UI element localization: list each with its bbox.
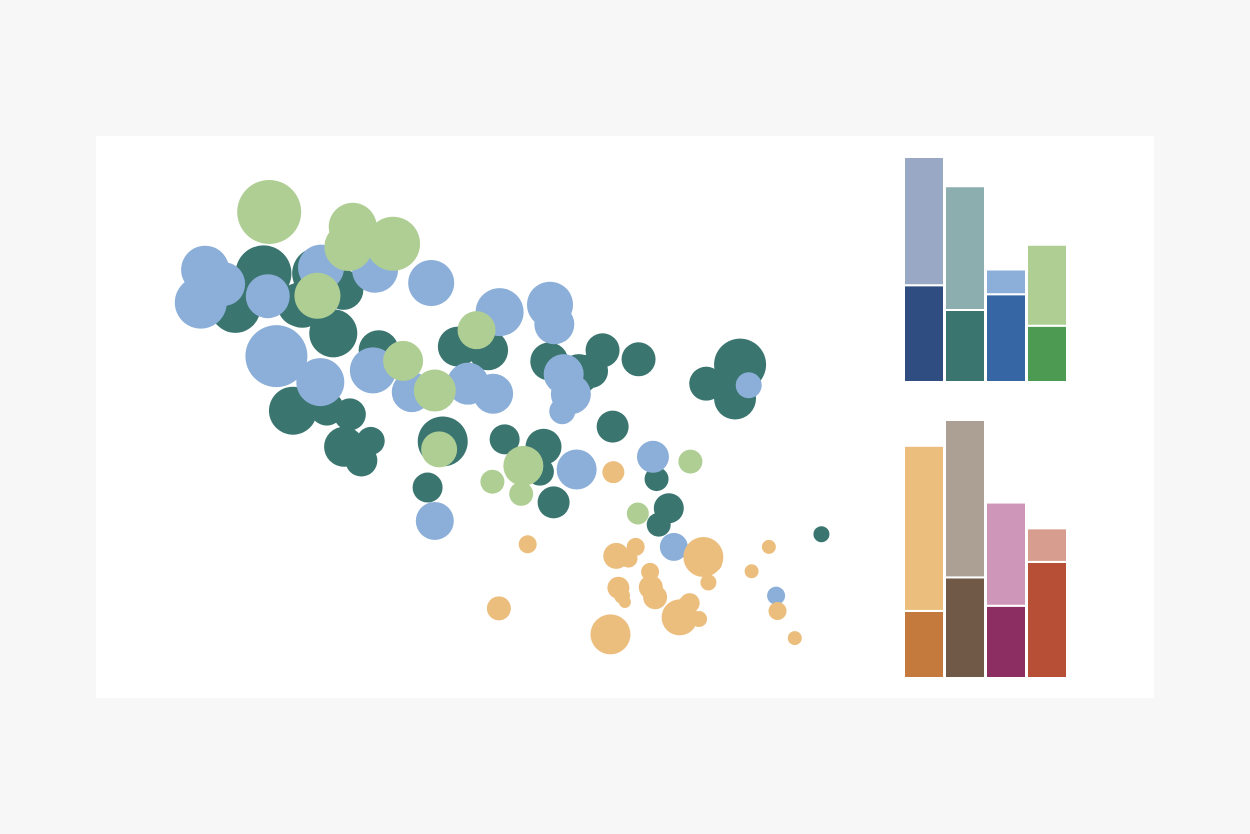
bubble-point (618, 596, 631, 609)
chart-canvas (174, 156, 1068, 680)
bar-segment (903, 609, 945, 680)
bubble-point (619, 549, 638, 568)
bubble-point (245, 325, 308, 388)
bubble-point (707, 556, 722, 571)
bubble-point (333, 398, 366, 431)
bubble-point (534, 304, 575, 345)
bubble-point (537, 486, 570, 519)
chart-panel (96, 136, 1154, 698)
bubble-scatter-plot (174, 179, 830, 655)
bar-segment (985, 604, 1027, 680)
bubble-point (626, 502, 649, 525)
bar-segment (1026, 560, 1068, 679)
bar-segment (944, 576, 986, 680)
bubble-point (345, 444, 378, 477)
bubble-point (761, 539, 776, 554)
bubble-point (596, 410, 629, 443)
bubble-point (309, 309, 358, 358)
bubble-point (366, 216, 421, 271)
bubble-point (556, 449, 597, 490)
bubble-point (408, 259, 455, 306)
bubble-point (689, 366, 724, 401)
bubble-point (421, 431, 458, 468)
bubble-point (415, 501, 454, 540)
bubble-point (489, 424, 520, 455)
bubble-point (473, 373, 514, 414)
bar-segment (903, 156, 945, 287)
bubble-point (768, 602, 787, 621)
bubble-point (813, 526, 830, 543)
stacked-bar-chart-top (903, 156, 1068, 383)
bubble-point (643, 585, 668, 610)
bubble-point (245, 274, 290, 319)
bar-segment (1026, 243, 1068, 327)
bubble-point (700, 574, 717, 591)
bubble-point (518, 535, 537, 554)
bar-segment (1026, 324, 1068, 383)
bubble-point (744, 564, 759, 579)
stacked-bar-chart-bottom (903, 419, 1068, 680)
bubble-point (636, 440, 669, 473)
bubble-point (659, 532, 688, 561)
bubble-point (412, 472, 443, 503)
bubble-point (644, 467, 669, 492)
bubble-point (549, 398, 576, 425)
bar-segment (944, 309, 986, 383)
bubble-point (383, 340, 424, 381)
bubble-point (679, 593, 700, 614)
bubble-point (683, 536, 724, 577)
bar-segment (903, 284, 945, 383)
bubble-point (174, 276, 227, 329)
bubble-point (509, 481, 534, 506)
bubble-point (602, 461, 625, 484)
bar-segment (985, 293, 1027, 383)
bubble-point (457, 311, 496, 350)
bubble-point (767, 586, 786, 605)
bar-segment (944, 185, 986, 311)
bar-segment (1026, 527, 1068, 563)
bubble-point (296, 358, 345, 407)
bubble-point (237, 179, 302, 244)
bubble-point (787, 631, 802, 646)
bubble-point (735, 372, 762, 399)
bar-segment (985, 501, 1027, 607)
bubble-point (324, 222, 373, 271)
bar-segment (903, 444, 945, 612)
bar-segment (944, 419, 986, 579)
bubble-point (294, 272, 341, 319)
bubble-point (486, 596, 511, 621)
bubble-point (646, 512, 671, 537)
bubble-point (480, 469, 505, 494)
bubble-point (590, 614, 631, 655)
bubble-point (413, 369, 456, 412)
bubble-point (503, 445, 544, 486)
bubble-point (691, 610, 708, 627)
bubble-point (678, 449, 703, 474)
bar-segment (985, 268, 1027, 296)
bubble-point (621, 342, 656, 377)
